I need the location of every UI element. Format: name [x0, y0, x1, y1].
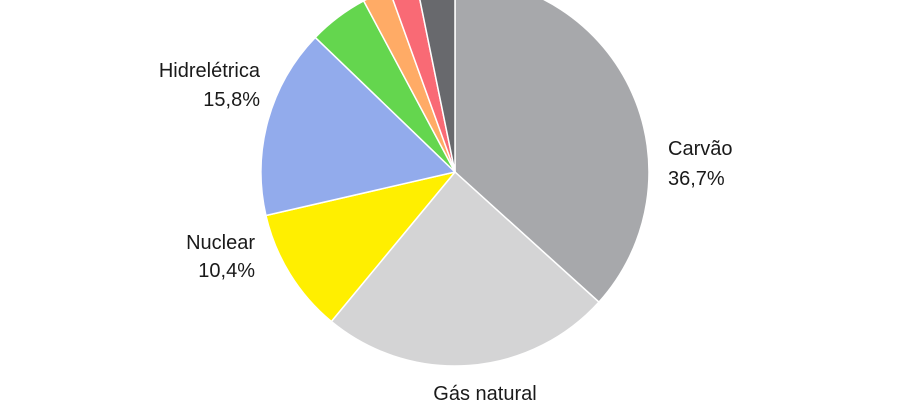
pie-slice-gas-natural	[330, 171, 600, 367]
label-carvao-value: 36,7%	[668, 168, 725, 190]
label-gas-natural-name: Gás natural	[433, 383, 536, 405]
label-nuclear-value: 10,4%	[198, 260, 255, 282]
label-hidreletrica-value: 15,8%	[203, 89, 260, 111]
pie-slice-laranja	[362, 0, 456, 173]
label-nuclear-name: Nuclear	[186, 232, 255, 254]
label-hidreletrica-name: Hidrelétrica	[159, 60, 261, 82]
pie-slices	[260, 0, 650, 367]
pie-slice-cinza-escuro	[419, 0, 456, 173]
pie-slice-carvao	[454, 0, 650, 303]
label-carvao-name: Carvão	[668, 138, 732, 160]
pie-slice-nuclear	[265, 171, 456, 323]
pie-slice-hidreletrica	[260, 36, 456, 217]
pie-slice-rosa	[392, 0, 456, 173]
pie-labels: Carvão 36,7% Hidrelétrica 15,8% Nuclear …	[159, 60, 733, 405]
